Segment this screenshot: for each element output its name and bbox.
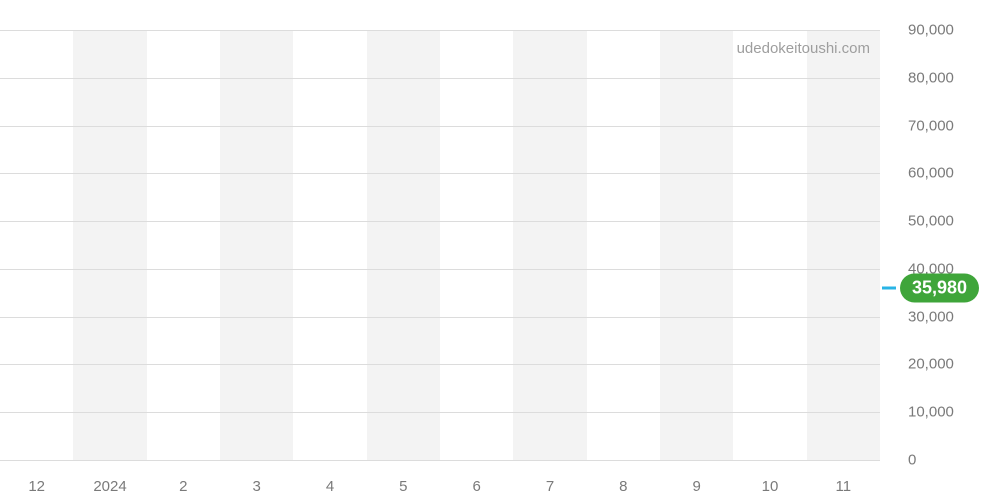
gridline (0, 221, 880, 222)
gridline (0, 317, 880, 318)
y-tick-label: 20,000 (908, 356, 954, 373)
y-tick-label: 30,000 (908, 308, 954, 325)
watermark: udedokeitoushi.com (737, 40, 870, 57)
y-tick-label: 90,000 (908, 22, 954, 39)
alt-band (807, 30, 880, 460)
x-tick-label: 12 (28, 478, 45, 495)
alt-band (73, 30, 146, 460)
y-tick-label: 0 (908, 452, 916, 469)
x-tick-label: 9 (692, 478, 700, 495)
x-tick-label: 4 (326, 478, 334, 495)
x-tick-label: 7 (546, 478, 554, 495)
x-tick-label: 2024 (93, 478, 126, 495)
plot-area: 010,00020,00030,00040,00050,00060,00070,… (0, 30, 880, 460)
x-tick-label: 3 (252, 478, 260, 495)
x-tick-label: 2 (179, 478, 187, 495)
alt-band (367, 30, 440, 460)
gridline (0, 126, 880, 127)
gridline (0, 269, 880, 270)
gridline (0, 364, 880, 365)
data-point-marker (882, 287, 896, 290)
gridline (0, 30, 880, 31)
y-tick-label: 70,000 (908, 117, 954, 134)
alt-band (513, 30, 586, 460)
alt-band (660, 30, 733, 460)
y-tick-label: 60,000 (908, 165, 954, 182)
y-tick-label: 80,000 (908, 69, 954, 86)
price-chart: 010,00020,00030,00040,00050,00060,00070,… (0, 0, 1000, 500)
x-tick-label: 11 (836, 478, 852, 495)
y-tick-label: 50,000 (908, 213, 954, 230)
gridline (0, 460, 880, 461)
alt-band (220, 30, 293, 460)
y-tick-label: 10,000 (908, 404, 954, 421)
gridline (0, 78, 880, 79)
x-tick-label: 5 (399, 478, 407, 495)
gridline (0, 412, 880, 413)
x-tick-label: 6 (472, 478, 480, 495)
gridline (0, 173, 880, 174)
x-tick-label: 10 (762, 478, 779, 495)
price-badge: 35,980 (900, 274, 979, 303)
x-tick-label: 8 (619, 478, 627, 495)
